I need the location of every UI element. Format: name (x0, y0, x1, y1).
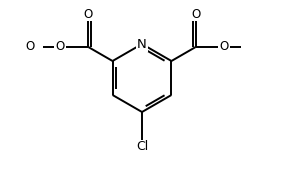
Text: O: O (25, 41, 35, 54)
Text: Cl: Cl (136, 140, 148, 153)
Text: O: O (84, 8, 93, 21)
Text: N: N (137, 38, 147, 51)
Text: O: O (191, 8, 200, 21)
Text: O: O (219, 41, 228, 54)
Text: O: O (56, 41, 65, 54)
